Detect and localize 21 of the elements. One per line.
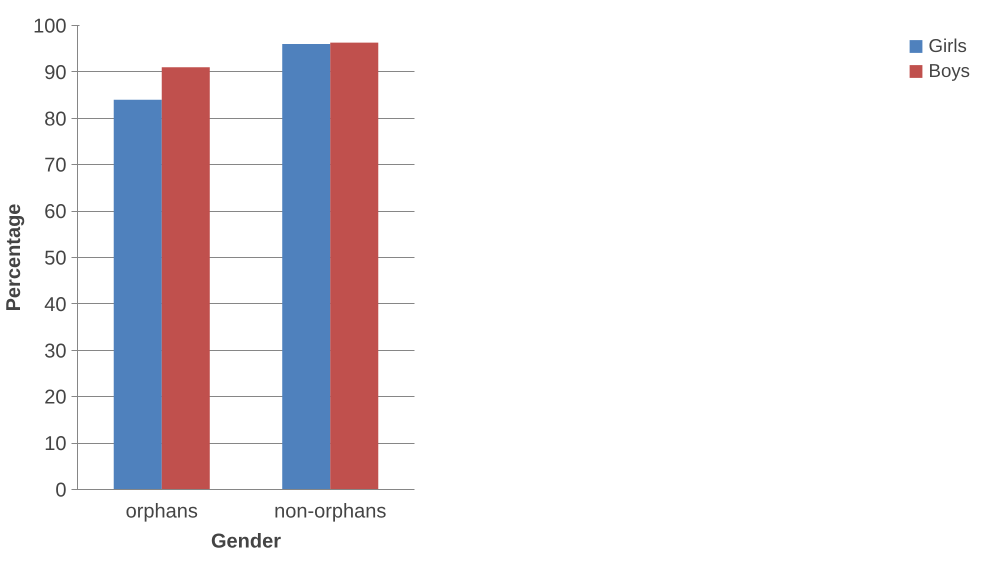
bar [114, 100, 162, 490]
y-tick-label: 10 [44, 433, 67, 456]
bar [282, 44, 330, 490]
y-tick-label: 80 [44, 108, 67, 130]
bar [162, 67, 210, 490]
y-tick-label: 100 [33, 16, 67, 38]
y-tick-label: 40 [44, 294, 67, 316]
y-axis-title: Percentage [3, 204, 26, 312]
y-tick-label: 60 [44, 201, 67, 224]
legend-label: Boys [928, 60, 970, 82]
legend-label: Girls [928, 35, 967, 57]
y-tick-label: 0 [55, 480, 66, 502]
y-tick-label: 70 [44, 154, 67, 177]
y-tick-label: 50 [44, 248, 67, 270]
y-tick-label: 30 [44, 340, 67, 362]
x-tick-label: non-orphans [274, 500, 386, 522]
x-tick-label: orphans [126, 500, 198, 522]
y-tick-label: 90 [44, 62, 67, 84]
bar [330, 42, 378, 490]
y-tick-label: 20 [44, 386, 67, 409]
x-axis-title: Gender [210, 530, 282, 552]
